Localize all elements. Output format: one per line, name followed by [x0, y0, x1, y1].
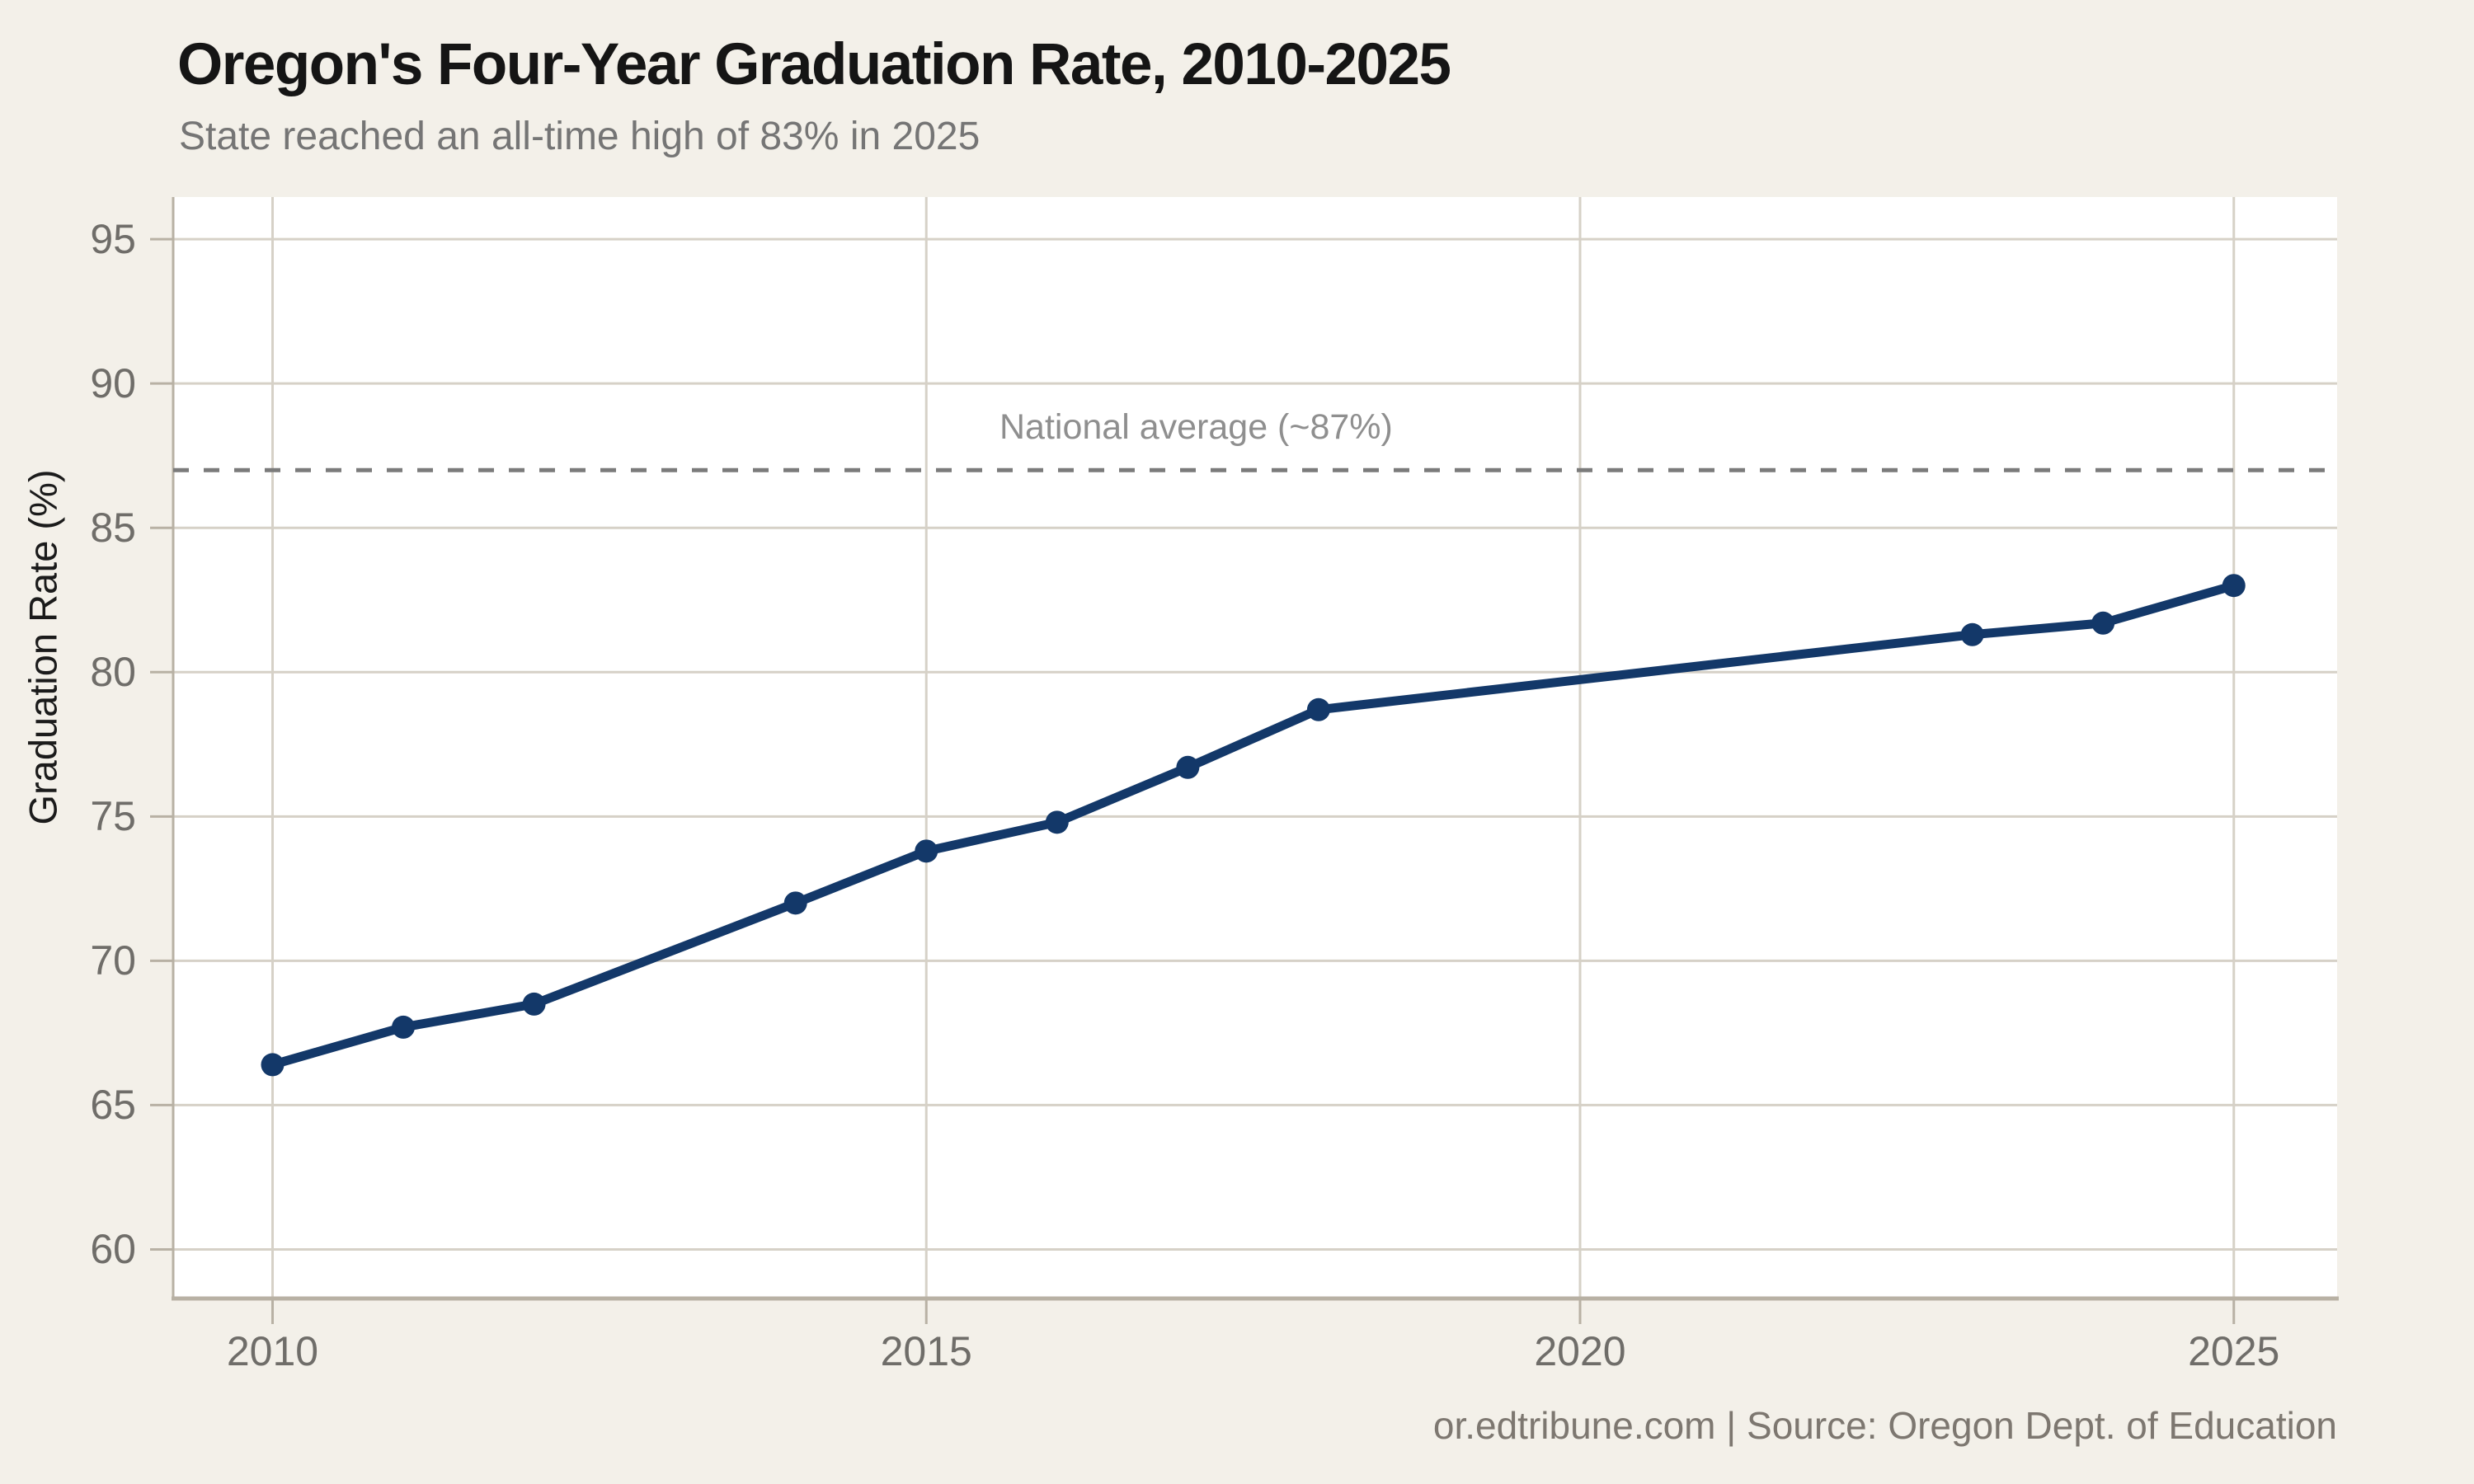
data-point-2023 — [1960, 622, 1984, 646]
y-tick-label-85: 85 — [90, 505, 136, 552]
data-point-2024 — [2091, 611, 2115, 635]
y-tick-label-90: 90 — [90, 360, 136, 407]
data-point-2014 — [783, 891, 807, 915]
data-point-2015 — [915, 839, 938, 863]
data-point-2017 — [1176, 755, 1200, 779]
y-tick-label-95: 95 — [90, 216, 136, 263]
plot-background — [173, 197, 2337, 1298]
data-point-2010 — [261, 1053, 285, 1077]
y-tick-label-60: 60 — [90, 1226, 136, 1273]
data-point-2018 — [1306, 697, 1330, 721]
data-point-2016 — [1045, 810, 1069, 834]
x-tick-label-2015: 2015 — [880, 1328, 972, 1374]
data-point-2011 — [392, 1015, 416, 1039]
y-tick-label-70: 70 — [90, 937, 136, 984]
source-credit: or.edtribune.com | Source: Oregon Dept. … — [1432, 1404, 2337, 1447]
y-tick-label-75: 75 — [90, 793, 136, 840]
x-tick-label-2025: 2025 — [2188, 1328, 2280, 1374]
data-point-2012 — [522, 992, 546, 1016]
x-tick-label-2010: 2010 — [226, 1328, 319, 1374]
x-tick-label-2020: 2020 — [1534, 1328, 1626, 1374]
y-tick-label-80: 80 — [90, 649, 136, 696]
chart-subtitle: State reached an all-time high of 83% in… — [179, 115, 981, 158]
data-point-2025 — [2222, 574, 2246, 598]
chart-title: Oregon's Four-Year Graduation Rate, 2010… — [177, 32, 1451, 97]
y-tick-label-65: 65 — [90, 1082, 136, 1129]
reference-line-label: National average (~87%) — [999, 407, 1393, 447]
